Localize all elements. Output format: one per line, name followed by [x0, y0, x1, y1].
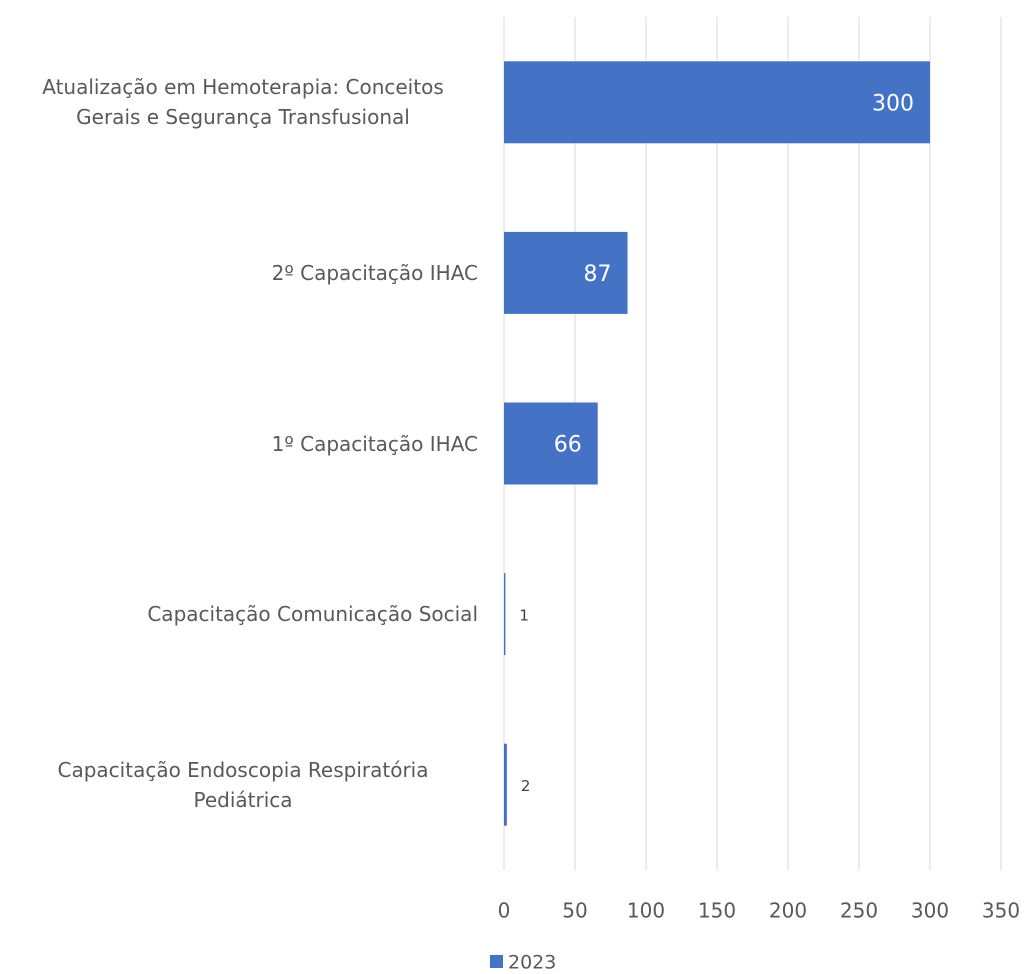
- y-tick-label: Capacitação Endoscopia Respiratória Pedi…: [57, 757, 429, 812]
- x-tick-label: 200: [769, 899, 807, 923]
- x-tick-label: 350: [982, 899, 1020, 923]
- data-label: 87: [584, 262, 612, 287]
- bar: [504, 573, 506, 656]
- y-tick-label: Atualização em Hemoterapia: Conceitos Ge…: [42, 75, 444, 130]
- y-tick-label: 2º Capacitação IHAC: [271, 260, 478, 285]
- x-tick-label: 50: [562, 899, 587, 923]
- y-tick-label: Capacitação Comunicação Social: [147, 602, 478, 627]
- bar: [504, 231, 628, 314]
- x-tick-label: 150: [698, 899, 736, 923]
- x-tick-label: 300: [911, 899, 949, 923]
- y-tick-label: 1º Capacitação IHAC: [271, 431, 478, 456]
- legend-label: 2023: [508, 952, 556, 974]
- y-tick-label-box: 2º Capacitação IHAC: [0, 223, 478, 323]
- data-label: 300: [872, 91, 914, 116]
- bar: [504, 61, 930, 144]
- y-tick-label-box: Atualização em Hemoterapia: Conceitos Ge…: [0, 52, 478, 152]
- x-tick-label: 100: [627, 899, 665, 923]
- y-tick-label-box: Capacitação Comunicação Social: [0, 564, 478, 664]
- bar: [504, 402, 598, 485]
- data-label: 2: [521, 777, 531, 795]
- y-tick-label-box: Capacitação Endoscopia Respiratória Pedi…: [0, 735, 478, 835]
- y-tick-label-box: 1º Capacitação IHAC: [0, 394, 478, 494]
- data-label: 66: [554, 433, 582, 458]
- data-label: 1: [519, 607, 529, 625]
- x-tick-label: 0: [498, 899, 511, 923]
- bar: [504, 743, 507, 826]
- legend-swatch: [490, 955, 503, 968]
- x-tick-label: 250: [840, 899, 878, 923]
